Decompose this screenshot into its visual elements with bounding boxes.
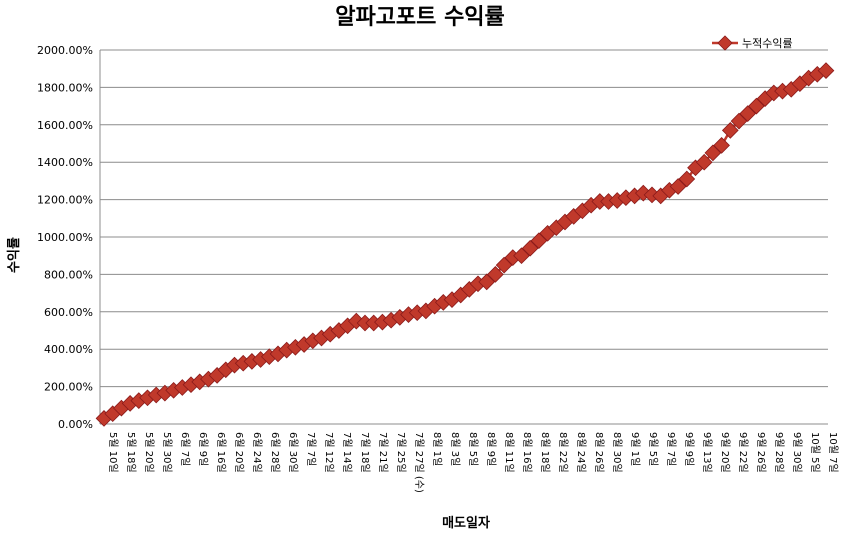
y-tick-label: 1000.00%: [37, 231, 93, 244]
data-point: [669, 178, 687, 195]
y-tick-labels: 0.00% 200.00% 400.00% 600.00% 800.00% 1000.00…: [37, 44, 93, 431]
series-line: [103, 69, 827, 420]
x-tick-label: 6월 9일: [197, 432, 209, 466]
x-tick-label: 5월 30일: [161, 432, 173, 473]
y-tick-label: 800.00%: [44, 268, 93, 281]
x-tick-labels: 5월 10일 5월 18일 5월 20일 5월 30일 6월 7일 6월 9일 6월 16일…: [107, 432, 839, 493]
x-tick-label: 9월 28일: [773, 432, 785, 473]
data-point: [817, 62, 835, 79]
y-tick-label: 400.00%: [44, 343, 93, 356]
data-point: [487, 266, 504, 283]
x-tick-label: 9월 26일: [755, 432, 767, 473]
x-axis-label: 매도일자: [442, 516, 490, 531]
y-tick-label: 1400.00%: [37, 156, 93, 169]
x-tick-label: 5월 18일: [125, 432, 137, 473]
x-tick-label: 8월 22일: [557, 432, 569, 473]
x-tick-label: 8월 9일: [485, 432, 497, 466]
legend: 누적수익률: [712, 35, 793, 51]
x-tick-label: 9월 7일: [665, 432, 677, 466]
x-tick-label: 7월 21일: [377, 432, 389, 473]
y-tick-label: 600.00%: [44, 306, 93, 319]
x-tick-label: 8월 11일: [503, 432, 515, 473]
x-tick-label: 7월 7일: [305, 432, 317, 466]
x-tick-label: 7월 12일: [323, 432, 335, 473]
x-tick-label: 8월 18일: [539, 432, 551, 473]
y-tick-label: 1200.00%: [37, 194, 93, 207]
legend-marker: [717, 35, 733, 51]
x-tick-label: 9월 22일: [737, 432, 749, 473]
data-point: [678, 170, 696, 188]
data-point: [591, 193, 609, 210]
data-point: [478, 273, 496, 291]
x-tick-label: 8월 5일: [467, 432, 479, 466]
y-tick-label: 2000.00%: [37, 44, 93, 57]
x-tick-label: 7월 18일: [359, 432, 371, 473]
x-tick-label: 8월 24일: [575, 432, 587, 473]
x-tick-label: 6월 30일: [287, 432, 299, 473]
x-tick-label: 6월 7일: [179, 432, 191, 466]
x-tick-label: 6월 20일: [233, 432, 245, 473]
data-point: [695, 153, 713, 171]
y-tick-label: 1800.00%: [37, 81, 93, 94]
data-point: [721, 122, 739, 139]
x-tick-label: 6월 16일: [215, 432, 227, 473]
data-point: [356, 314, 374, 332]
x-tick-label: 8월 16일: [521, 432, 533, 473]
x-tick-label: 5월 20일: [143, 432, 155, 473]
legend-label: 누적수익률: [742, 37, 793, 50]
data-point: [521, 239, 539, 257]
y-axis-label: 수익률: [6, 237, 22, 273]
y-tick-label: 0.00%: [58, 418, 93, 431]
data-point: [748, 97, 765, 115]
chart-title: 알파고포트 수익률: [335, 5, 505, 30]
x-tick-label: 10월 5일: [809, 432, 821, 473]
data-point: [713, 137, 730, 154]
series-layer: [95, 62, 835, 427]
x-tick-label: 7월 25일: [395, 432, 407, 473]
x-tick-label: 5월 10일: [107, 432, 119, 473]
x-tick-label: 8월 26일: [593, 432, 605, 473]
x-tick-label: 7월 14일: [341, 432, 353, 473]
x-tick-label: 9월 1일: [629, 432, 641, 466]
x-tick-label: 8월 3일: [449, 432, 461, 466]
x-tick-label: 9월 30일: [791, 432, 803, 473]
x-tick-label: 9월 9일: [683, 432, 695, 466]
x-tick-label: 7월 27일 (수): [413, 432, 425, 493]
data-point: [739, 105, 757, 122]
data-point: [730, 112, 748, 130]
x-tick-label: 10월 7일: [827, 432, 839, 473]
x-tick-label: 9월 13일: [701, 432, 713, 473]
data-point: [513, 247, 530, 265]
x-tick-label: 9월 20일: [719, 432, 731, 473]
x-tick-label: 8월 1일: [431, 432, 443, 466]
gridlines: [99, 49, 828, 425]
x-tick-label: 6월 24일: [251, 432, 263, 473]
x-tick-label: 9월 5일: [647, 432, 659, 466]
y-tick-label: 1600.00%: [37, 119, 93, 132]
y-tick-label: 200.00%: [44, 381, 93, 394]
x-tick-label: 8월 30일: [611, 432, 623, 473]
x-tick-label: 6월 28일: [269, 432, 281, 473]
data-point: [704, 144, 722, 162]
data-point: [495, 256, 513, 274]
